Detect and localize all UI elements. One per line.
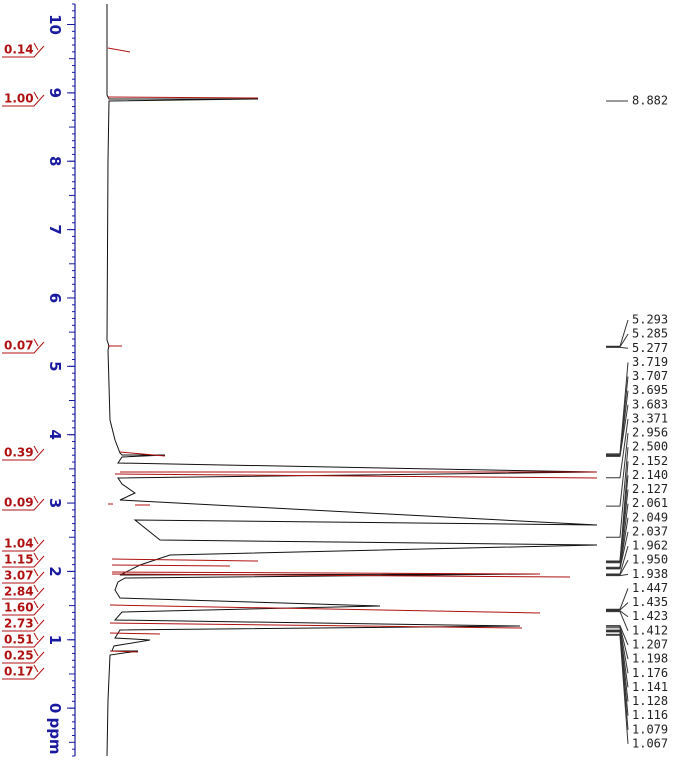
integral-label: 0.25 — [4, 649, 34, 663]
peak-connector — [606, 545, 629, 575]
peak-connector — [606, 573, 629, 577]
peak-connector — [606, 630, 629, 702]
peak-label: 1.962 — [632, 539, 668, 553]
peak-connector — [606, 631, 629, 716]
peak-label: 2.127 — [632, 482, 668, 496]
integral-bracket — [2, 632, 45, 648]
y-tick-label: 5 — [46, 361, 64, 371]
peak-connector — [606, 625, 629, 660]
peak-label: 1.207 — [632, 637, 668, 651]
integral-label: 2.84 — [4, 585, 34, 599]
peak-label: 1.128 — [632, 694, 668, 708]
integral-label: 0.17 — [4, 665, 34, 679]
integral-bracket — [2, 42, 45, 58]
integral-label: 0.39 — [4, 446, 34, 460]
peak-label: 1.423 — [632, 609, 668, 623]
peak-label: 1.116 — [632, 708, 668, 722]
peak-label: 5.293 — [632, 313, 668, 327]
peak-connector — [606, 346, 629, 349]
peak-label: 3.707 — [632, 369, 668, 383]
integral-bracket — [2, 648, 45, 664]
integral-bracket — [2, 495, 45, 511]
peak-connector — [606, 633, 629, 730]
peak-label: 1.067 — [632, 736, 668, 750]
integral-bracket — [2, 338, 45, 354]
peak-label: 1.938 — [632, 567, 668, 581]
integral-bracket — [2, 445, 45, 461]
y-tick-label: 8 — [46, 156, 64, 166]
peak-connector — [606, 333, 629, 348]
integral-label: 2.73 — [4, 617, 34, 631]
peak-label: 3.683 — [632, 397, 668, 411]
peak-label: 1.412 — [632, 623, 668, 637]
peak-label: 2.037 — [632, 524, 668, 538]
peak-label: 2.049 — [632, 510, 668, 524]
integral-label: 1.04 — [4, 537, 34, 551]
axis-label: ppm — [46, 717, 64, 754]
peak-connector — [606, 634, 629, 744]
peak-label: 1.447 — [632, 581, 668, 595]
y-tick-label: 4 — [46, 429, 64, 439]
peak-label: 2.140 — [632, 468, 668, 482]
peak-connector — [606, 611, 629, 632]
integral-bracket — [2, 664, 45, 680]
peak-connector — [606, 588, 629, 610]
peak-label: 2.956 — [632, 426, 668, 440]
integral-bracket — [2, 584, 45, 600]
peak-connector — [606, 418, 629, 479]
y-tick-label: 7 — [46, 224, 64, 234]
integral-bracket — [2, 552, 45, 568]
peak-label: 3.371 — [632, 411, 668, 425]
peak-connector — [606, 447, 629, 538]
peak-connector — [606, 404, 629, 457]
y-tick-label: 2 — [46, 566, 64, 576]
integral-bracket — [2, 536, 45, 552]
peak-label: 2.061 — [632, 496, 668, 510]
peak-connector — [606, 625, 629, 646]
integral-bracket — [2, 600, 45, 616]
peak-connector — [606, 610, 629, 618]
peak-connector — [606, 627, 629, 674]
peak-connector — [606, 531, 629, 570]
peak-connector — [606, 319, 629, 347]
peak-label: 2.152 — [632, 454, 668, 468]
peak-connector — [606, 559, 629, 576]
integral-label: 1.00 — [4, 92, 34, 106]
integral-label: 0.51 — [4, 633, 34, 647]
integral-bracket — [2, 616, 45, 632]
peak-connector — [606, 489, 629, 564]
integral-bracket — [2, 568, 45, 584]
y-tick-label: 6 — [46, 293, 64, 303]
y-tick-label: 9 — [46, 88, 64, 98]
peak-connector — [606, 629, 629, 688]
integral-label: 0.14 — [4, 43, 34, 57]
peak-label: 5.277 — [632, 341, 668, 355]
peak-label: 2.500 — [632, 440, 668, 454]
y-tick-label: 3 — [46, 498, 64, 508]
integral-bracket — [2, 91, 45, 107]
y-tick-label: 1 — [46, 635, 64, 645]
peak-label: 1.079 — [632, 722, 668, 736]
peak-label: 1.176 — [632, 666, 668, 680]
integral-label: 0.09 — [4, 496, 34, 510]
integral-label: 1.60 — [4, 601, 34, 615]
peak-label: 1.950 — [632, 553, 668, 567]
peak-label: 3.695 — [632, 383, 668, 397]
y-tick-label: 10 — [46, 14, 64, 35]
integral-label: 1.15 — [4, 553, 34, 567]
integral-label: 3.07 — [4, 569, 34, 583]
peak-label: 5.285 — [632, 327, 668, 341]
peak-connector — [606, 432, 629, 507]
peak-label: 1.435 — [632, 595, 668, 609]
y-tick-label: 0 — [46, 703, 64, 713]
integral-label: 0.07 — [4, 339, 34, 353]
peak-label: 1.141 — [632, 680, 668, 694]
peak-label: 3.719 — [632, 355, 668, 369]
peak-label: 1.198 — [632, 652, 668, 666]
peak-connector — [606, 602, 629, 611]
peak-label: 8.882 — [632, 93, 668, 107]
spectrum — [106, 4, 598, 757]
